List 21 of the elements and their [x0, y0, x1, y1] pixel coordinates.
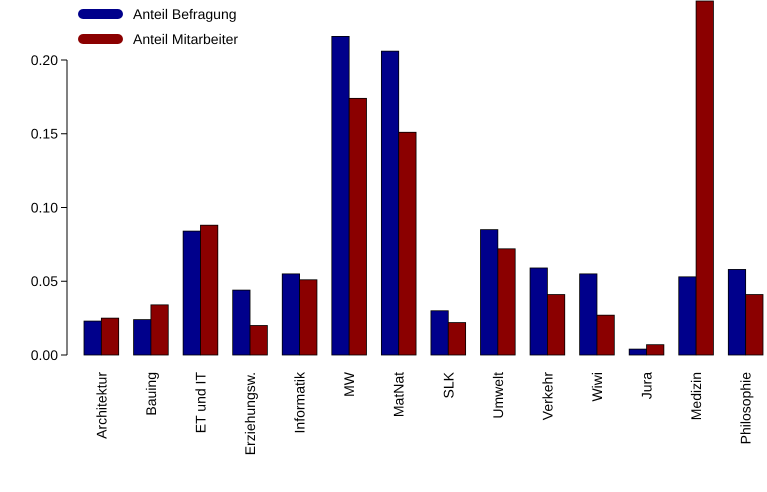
x-tick-label: Wiwi: [588, 372, 605, 402]
y-tick-label: 0.00: [30, 346, 58, 363]
x-tick-label: SLK: [440, 371, 456, 398]
y-tick-label: 0.05: [30, 273, 58, 290]
x-tick-label: Verkehr: [539, 372, 556, 420]
x-tick-label: ET und IT: [192, 372, 208, 434]
y-tick-label: 0.20: [30, 52, 58, 68]
x-tick-label: Medizin: [688, 372, 704, 420]
x-tick-label: Jura: [638, 372, 655, 400]
x-tick-label: Umwelt: [490, 372, 506, 419]
y-tick-label: 0.10: [30, 199, 58, 216]
x-tick-label: Philosophie: [738, 372, 754, 444]
x-tick-label: Bauing: [142, 372, 159, 416]
legend-label: Anteil Befragung: [133, 6, 237, 22]
x-tick-label: Architektur: [93, 372, 110, 439]
x-tick-label: Erziehungsw.: [242, 372, 258, 456]
x-tick-label: MW: [341, 371, 358, 397]
y-tick-label: 0.15: [30, 126, 58, 142]
x-tick-label: Informatik: [292, 371, 308, 434]
x-tick-label: MatNat: [390, 372, 407, 418]
legend-label: Anteil Mitarbeiter: [133, 30, 238, 47]
